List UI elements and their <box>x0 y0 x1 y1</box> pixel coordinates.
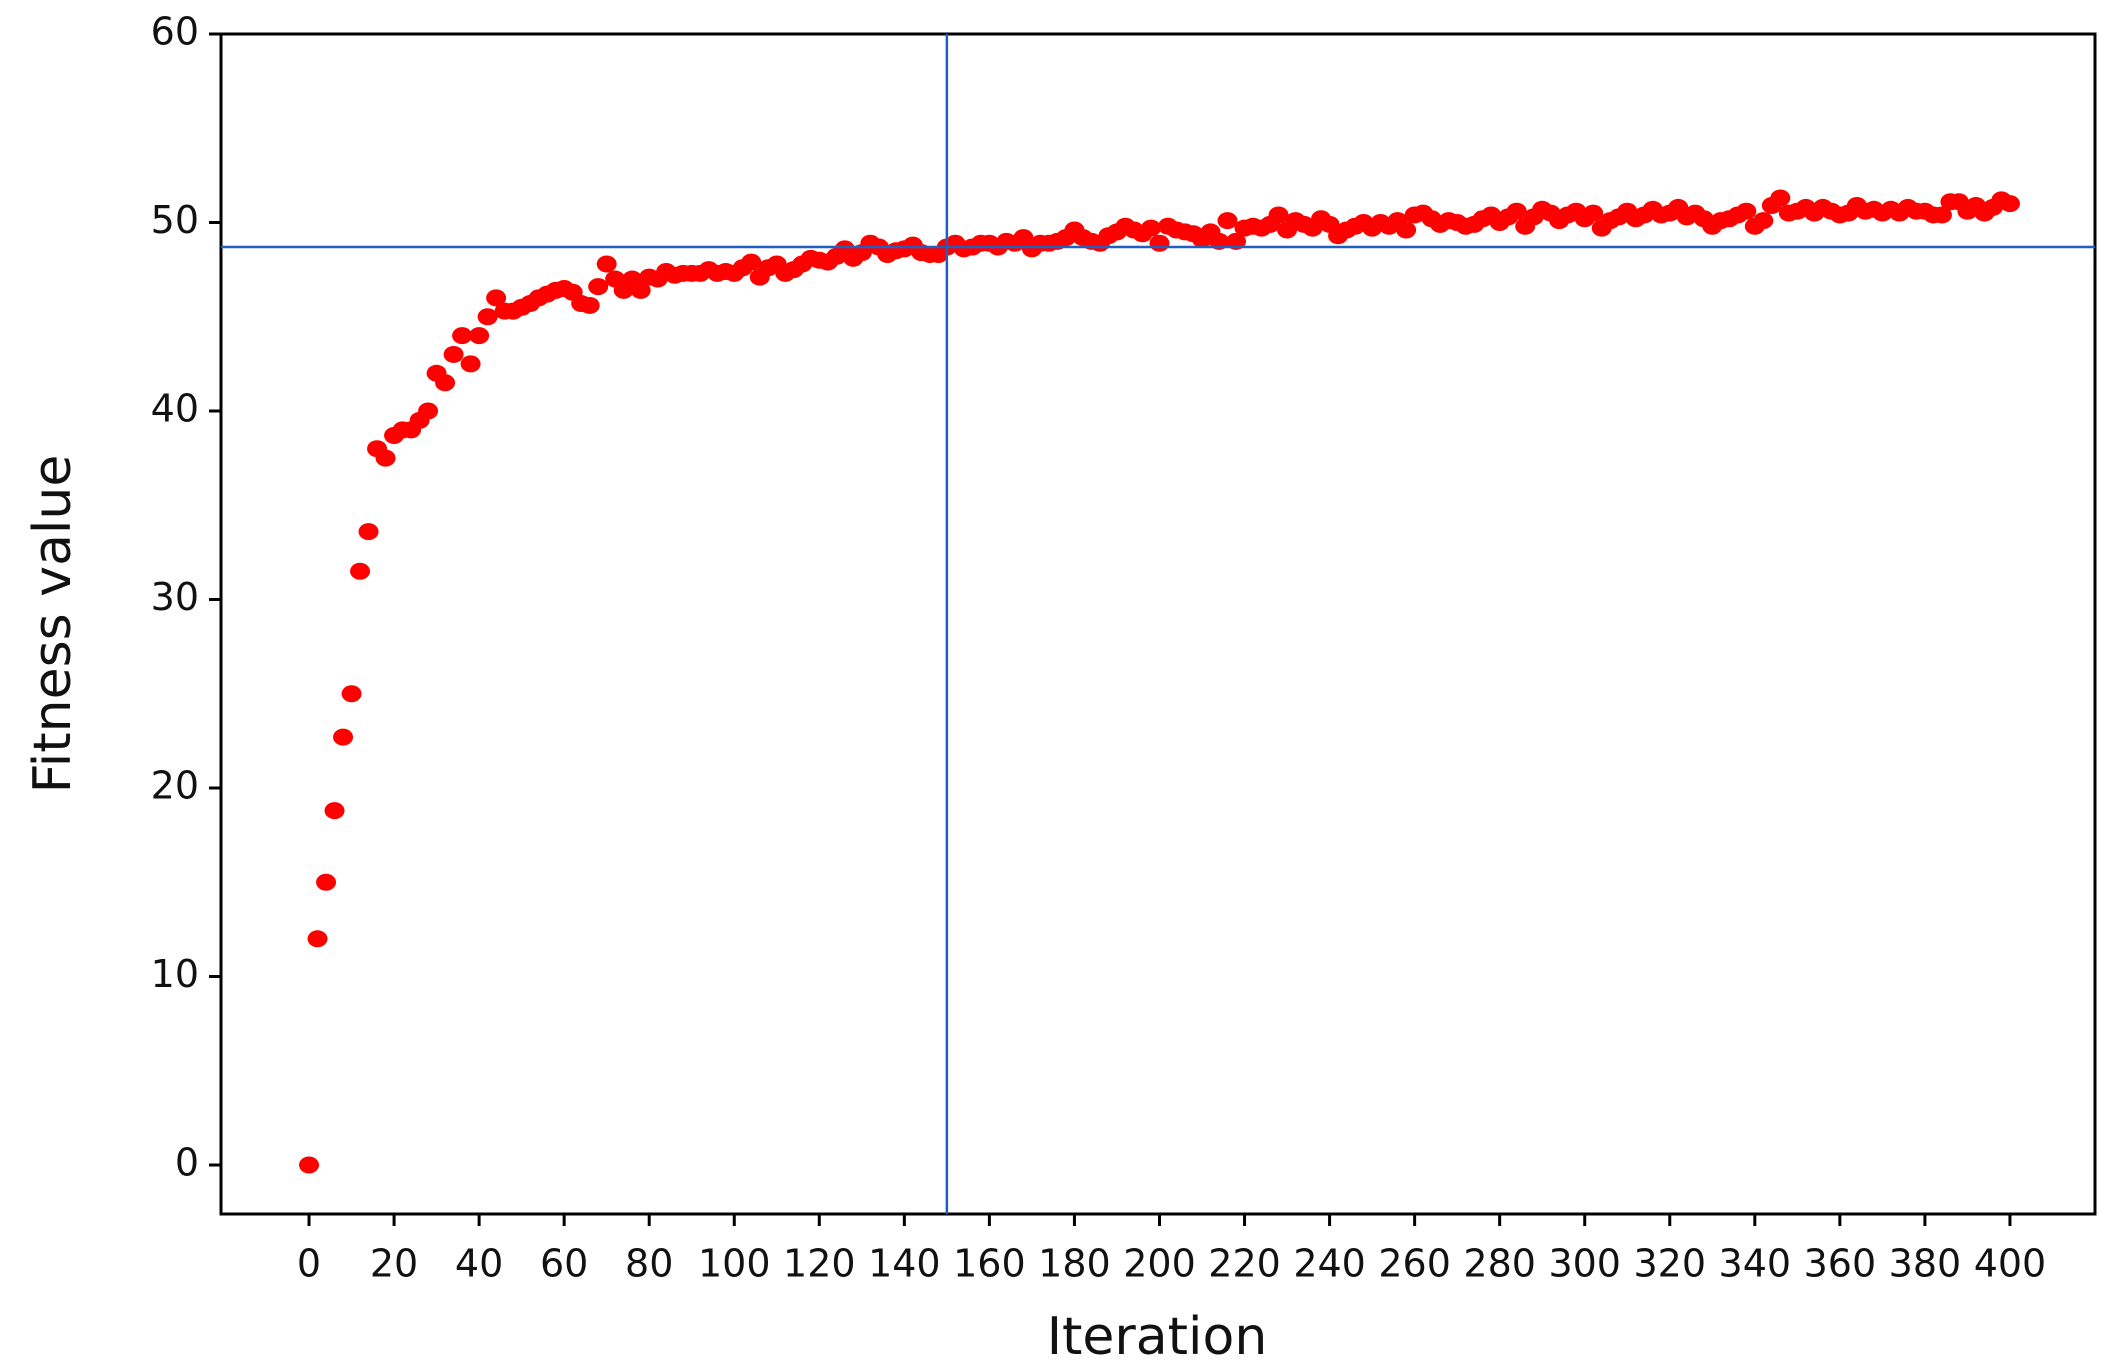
point <box>1931 206 1952 224</box>
point <box>1149 234 1170 252</box>
point <box>1396 221 1417 239</box>
x-tick-label: 200 <box>1123 1242 1196 1286</box>
point <box>358 523 379 541</box>
point <box>1226 232 1247 250</box>
point <box>477 308 498 326</box>
x-tick-label: 280 <box>1463 1242 1536 1286</box>
y-tick-label: 60 <box>151 10 199 54</box>
x-tick-label: 120 <box>783 1242 856 1286</box>
point <box>443 345 464 363</box>
point <box>1268 206 1289 224</box>
point <box>375 449 396 467</box>
x-tick-label: 340 <box>1719 1242 1792 1286</box>
x-axis-label: Iteration <box>1047 1307 1268 1367</box>
point <box>333 728 354 746</box>
point <box>1140 219 1161 237</box>
point <box>460 355 481 373</box>
point <box>307 930 328 948</box>
x-tick-label: 80 <box>625 1242 673 1286</box>
point <box>1753 212 1774 230</box>
point <box>1506 202 1527 220</box>
y-tick-label: 10 <box>151 952 199 996</box>
y-tick-label: 30 <box>151 575 199 619</box>
x-tick-label: 220 <box>1208 1242 1281 1286</box>
x-tick-label: 0 <box>297 1242 321 1286</box>
x-tick-label: 20 <box>370 1242 418 1286</box>
y-tick-label: 50 <box>151 198 199 242</box>
y-tick-label: 40 <box>151 386 199 430</box>
point <box>588 278 609 296</box>
point <box>418 402 439 420</box>
y-axis-label: Fitness value <box>23 455 83 794</box>
y-tick-label: 20 <box>151 763 199 807</box>
x-tick-label: 140 <box>868 1242 941 1286</box>
point <box>1999 195 2020 213</box>
x-tick-label: 40 <box>455 1242 503 1286</box>
point <box>469 327 490 345</box>
point <box>596 255 617 273</box>
point <box>341 685 362 703</box>
x-tick-label: 60 <box>540 1242 588 1286</box>
point <box>350 562 371 580</box>
point <box>579 296 600 314</box>
point <box>1583 204 1604 222</box>
x-tick-label: 180 <box>1038 1242 1111 1286</box>
point <box>452 327 473 345</box>
point <box>1209 232 1230 250</box>
x-tick-label: 240 <box>1293 1242 1366 1286</box>
x-tick-label: 360 <box>1804 1242 1877 1286</box>
point <box>630 281 651 299</box>
x-tick-label: 400 <box>1974 1242 2047 1286</box>
point <box>435 374 456 392</box>
point <box>486 289 507 307</box>
x-tick-label: 380 <box>1889 1242 1962 1286</box>
x-tick-label: 160 <box>953 1242 1026 1286</box>
x-tick-label: 300 <box>1548 1242 1621 1286</box>
point <box>324 802 345 820</box>
x-tick-label: 100 <box>698 1242 771 1286</box>
y-tick-label: 0 <box>175 1140 199 1184</box>
point <box>1770 189 1791 207</box>
point <box>741 253 762 271</box>
x-tick-label: 320 <box>1634 1242 1707 1286</box>
x-tick-label: 260 <box>1378 1242 1451 1286</box>
point <box>316 873 337 891</box>
point <box>1736 202 1757 220</box>
point <box>299 1156 320 1174</box>
point <box>1217 212 1238 230</box>
